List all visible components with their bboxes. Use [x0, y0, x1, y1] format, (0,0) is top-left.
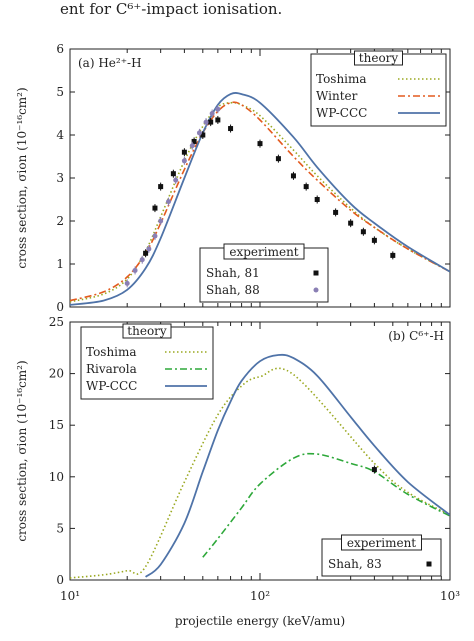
legend-label-rivarola: Rivarola: [86, 362, 137, 376]
data-point-shah-81: [390, 252, 396, 258]
data-point-shah-81: [228, 126, 234, 132]
panel-a: 0 1 2 3 4 5 6 cross section, σion (10⁻¹⁶cm²) (a)…: [15, 42, 451, 314]
legend-label-wp-ccc: WP-CCC: [86, 379, 137, 393]
experiment-legend-title: experiment: [347, 536, 416, 550]
experiment-legend-title-box: [223, 243, 305, 260]
data-point-shah-88: [152, 233, 158, 239]
figure-caption: ent for C⁶⁺-impact ionisation.: [60, 0, 283, 18]
experiment-legend-label: Shah, 83: [328, 557, 382, 571]
data-point-shah-88: [215, 106, 221, 112]
y-tick-label: 20: [49, 367, 64, 381]
experiment-legend-marker: [426, 561, 432, 567]
theory-legend-title-box: [122, 323, 172, 339]
x-tick-label: 10²: [250, 589, 270, 603]
y-tick-label: 1: [56, 257, 64, 271]
y-tick-label: 10: [49, 470, 64, 484]
data-point-shah-81: [360, 229, 366, 235]
y-tick-label: 4: [56, 128, 64, 142]
data-point-shah-81: [181, 149, 187, 155]
y-tick-label: 2: [56, 214, 64, 228]
data-point-shah-88: [203, 119, 209, 125]
data-point-shah-81: [275, 156, 281, 162]
data-point-shah-81: [371, 237, 377, 243]
y-tick-label: 25: [49, 315, 64, 329]
y-axis-label: cross section, σion (10⁻¹⁶cm²): [15, 360, 29, 541]
data-point-shah-88: [146, 246, 152, 252]
data-point-shah-88: [139, 257, 145, 263]
data-point-shah-88: [132, 267, 138, 273]
theory-legend-title-box: [354, 50, 403, 66]
data-point-shah-88: [166, 199, 172, 205]
x-tick-label: 10¹: [60, 589, 80, 603]
experiment-legend-title-box: [341, 534, 422, 551]
y-tick-label: 6: [56, 42, 64, 56]
series-line-wp-ccc: [70, 92, 450, 306]
legend-label-toshima: Toshima: [86, 345, 137, 359]
data-point-shah-81: [257, 141, 263, 147]
series-line-toshima: [70, 367, 450, 579]
y-tick-label: 0: [56, 300, 64, 314]
data-point-shah-81: [215, 117, 221, 123]
experiment-legend-label: Shah, 81: [206, 266, 260, 280]
data-point-shah-81: [143, 250, 149, 256]
data-point-shah-88: [189, 143, 195, 149]
data-point-shah-81: [191, 138, 197, 144]
data-point-shah-81: [314, 197, 320, 202]
data-point-shah-81: [208, 119, 214, 125]
series-group: [70, 92, 450, 306]
data-point-shah-81: [170, 171, 176, 177]
experiment-legend-title: experiment: [229, 245, 298, 259]
experiment-legend-marker: [313, 287, 319, 293]
data-point-shah-81: [200, 132, 206, 138]
series-line-wp-ccc: [145, 353, 450, 578]
data-point-shah-88: [158, 218, 164, 224]
data-point-shah-81: [303, 184, 309, 190]
data-point-shah-88: [196, 130, 202, 136]
x-tick-label: 10³: [440, 589, 460, 603]
x-axis-label: projectile energy (keV/amu): [175, 614, 345, 628]
data-point-shah-88: [181, 158, 187, 164]
data-point-shah-88: [124, 280, 130, 286]
theory-legend-box: [80, 326, 214, 400]
series-group: [70, 353, 450, 579]
data-point-shah-88: [209, 111, 215, 116]
series-line-winter: [70, 101, 450, 302]
y-axis-label: cross section, σion (10⁻¹⁶cm²): [15, 87, 29, 268]
legend-label-winter: Winter: [316, 89, 358, 103]
data-point-shah-88: [173, 177, 179, 183]
data-point-shah-81: [348, 220, 354, 226]
data-point-shah-81: [158, 184, 164, 190]
legend-label-toshima: Toshima: [316, 72, 367, 86]
panel-label: (b) C⁶⁺-H: [388, 329, 444, 343]
legend-label-wp-ccc: WP-CCC: [316, 106, 367, 120]
data-point-shah-81: [290, 173, 296, 179]
y-tick-label: 5: [56, 85, 64, 99]
panel-label: (a) He²⁺-H: [78, 56, 142, 70]
data-point-shah-81: [152, 205, 158, 211]
data-point-shah-83: [371, 467, 377, 473]
experiment-legend-label: Shah, 88: [206, 283, 260, 297]
data-point-shah-81: [333, 209, 339, 215]
y-tick-label: 0: [56, 573, 64, 587]
theory-legend-title: theory: [359, 51, 399, 65]
theory-legend-title: theory: [127, 324, 167, 338]
y-tick-label: 3: [56, 171, 64, 185]
panel-b: 0 5 10 15 20 25 10¹ 10² 10³ cross section, σion (…: [15, 315, 460, 628]
y-tick-label: 15: [49, 418, 64, 432]
y-tick-label: 5: [56, 521, 64, 535]
experiment-legend-marker: [313, 270, 319, 276]
